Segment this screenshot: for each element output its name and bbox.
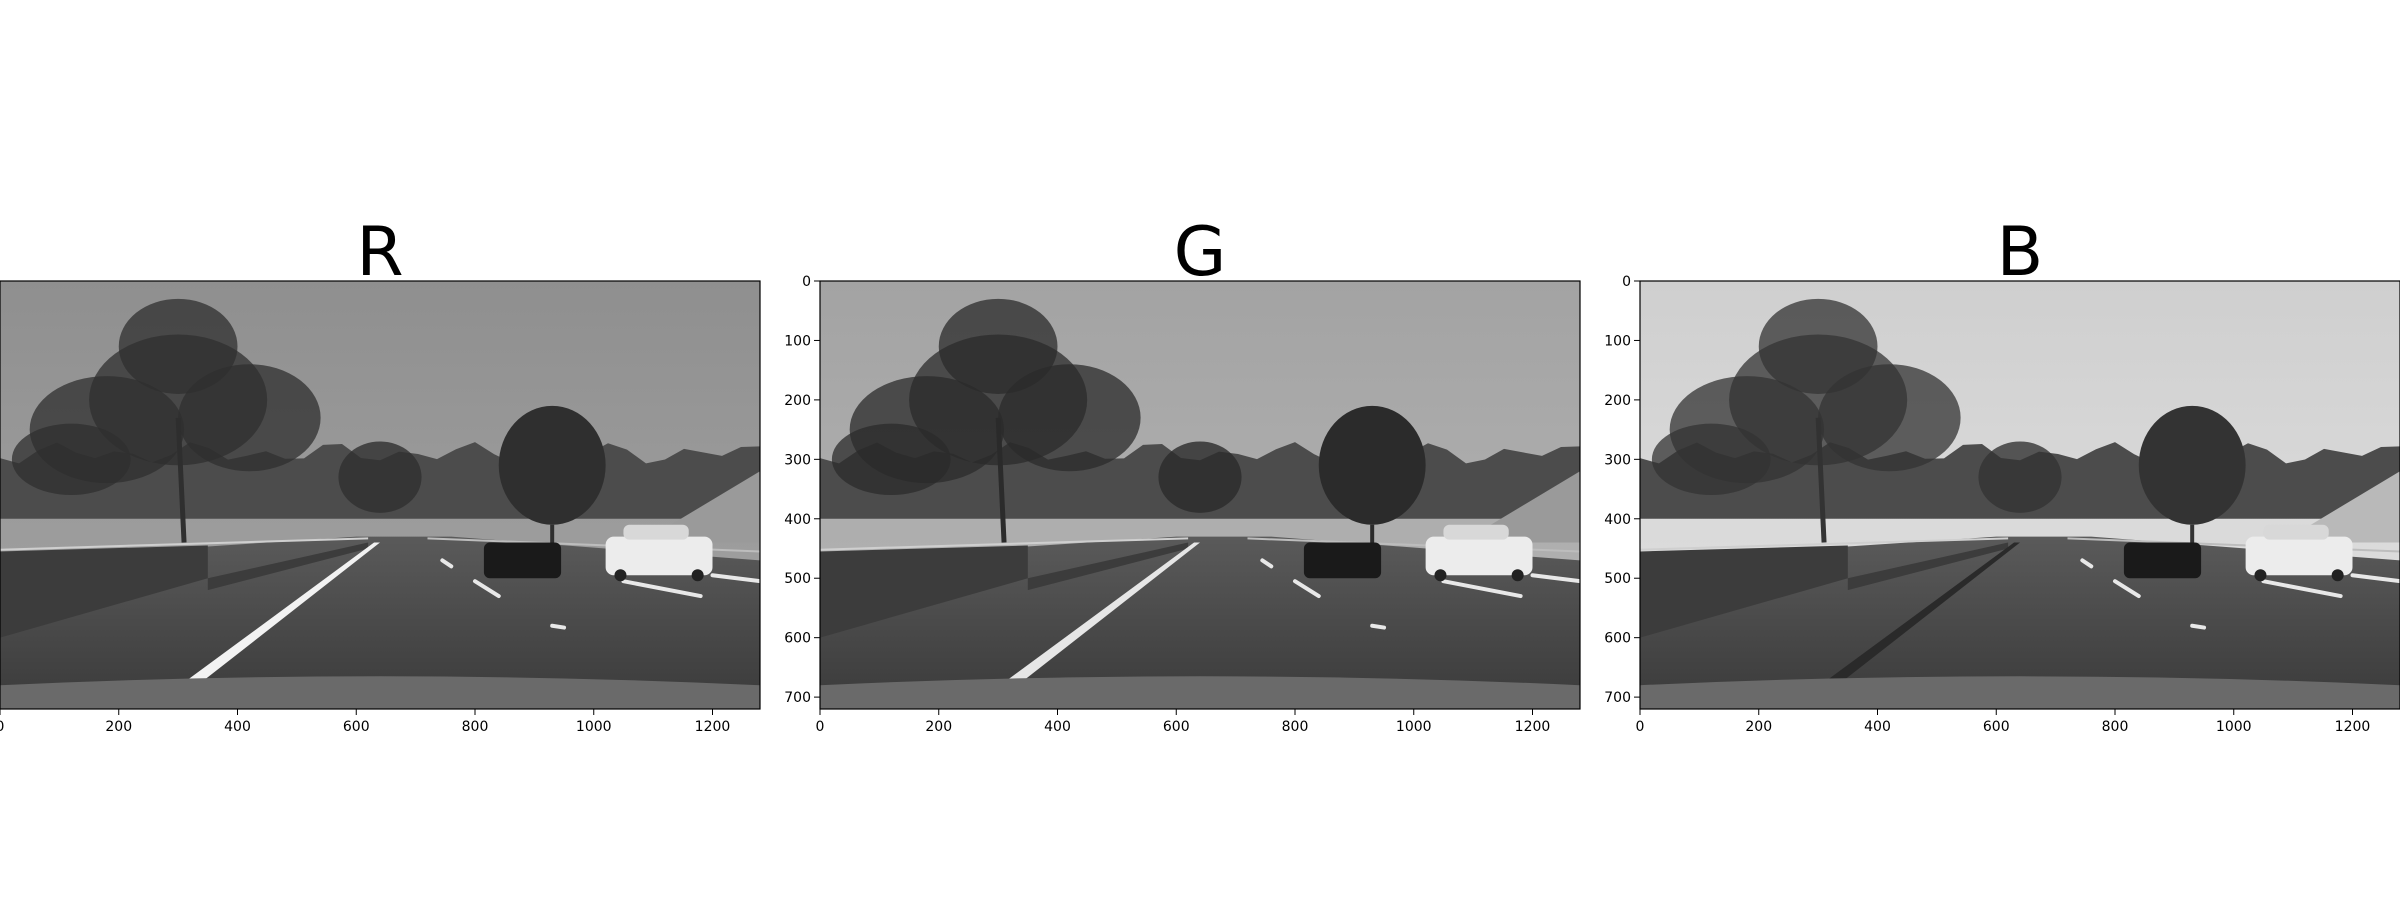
- y-tick-label: 100: [1604, 333, 1631, 349]
- y-tick-label: 300: [1604, 452, 1631, 468]
- y-tick-label: 200: [1604, 393, 1631, 409]
- wheel: [1434, 569, 1446, 581]
- y-tick-label: 400: [1604, 512, 1631, 528]
- tree-crown: [832, 424, 951, 495]
- x-tick-label: 1200: [2335, 719, 2371, 735]
- y-tick-label: 0: [802, 274, 811, 290]
- y-tick-label: 500: [1604, 571, 1631, 587]
- right-tree: [1319, 406, 1426, 525]
- lane-dash: [2192, 626, 2204, 628]
- car-hood: [820, 676, 1580, 709]
- car-hood: [1640, 676, 2400, 709]
- white-car-roof: [1443, 525, 1508, 540]
- x-tick-label: 1000: [576, 719, 612, 735]
- x-tick-label: 1200: [1515, 719, 1551, 735]
- mid-tree: [338, 442, 421, 513]
- x-tick-label: 600: [1163, 719, 1190, 735]
- x-tick-label: 400: [224, 719, 251, 735]
- y-tick-label: 300: [784, 452, 811, 468]
- car-hood: [0, 676, 760, 709]
- x-tick-label: 200: [925, 719, 952, 735]
- black-car: [1304, 543, 1381, 579]
- tree-crown: [1759, 299, 1878, 394]
- y-tick-label: 600: [784, 631, 811, 647]
- x-tick-label: 0: [0, 719, 4, 735]
- y-tick-label: 500: [784, 571, 811, 587]
- x-tick-label: 400: [1864, 719, 1891, 735]
- right-tree: [2139, 406, 2246, 525]
- x-tick-label: 600: [343, 719, 370, 735]
- black-car: [2124, 543, 2201, 579]
- panel-title: R: [356, 213, 403, 292]
- tree-crown: [119, 299, 238, 394]
- white-car-roof: [2263, 525, 2328, 540]
- x-tick-label: 600: [1983, 719, 2010, 735]
- x-tick-label: 200: [1745, 719, 1772, 735]
- wheel: [2254, 569, 2266, 581]
- y-tick-label: 600: [1604, 631, 1631, 647]
- y-tick-label: 100: [784, 333, 811, 349]
- lane-dash: [552, 626, 564, 628]
- panel-title: B: [1997, 213, 2044, 292]
- wheel: [692, 569, 704, 581]
- y-tick-label: 700: [1604, 690, 1631, 706]
- wheel: [614, 569, 626, 581]
- y-tick-label: 700: [784, 690, 811, 706]
- white-car-roof: [623, 525, 688, 540]
- y-tick-label: 400: [784, 512, 811, 528]
- road-scene-image: [1640, 281, 2400, 709]
- tree-crown: [12, 424, 131, 495]
- x-tick-label: 800: [462, 719, 489, 735]
- x-tick-label: 0: [1636, 719, 1645, 735]
- y-tick-label: 200: [784, 393, 811, 409]
- tree-crown: [939, 299, 1058, 394]
- x-tick-label: 1000: [2216, 719, 2252, 735]
- x-tick-label: 200: [105, 719, 132, 735]
- road-scene-image: [0, 281, 760, 709]
- mid-tree: [1978, 442, 2061, 513]
- x-tick-label: 400: [1044, 719, 1071, 735]
- panel-title: G: [1174, 213, 1227, 292]
- panel-g: G 0 200 400 600 800 1000 1200 0 100 200 300 400 500 60…: [784, 213, 1580, 735]
- x-tick-label: 0: [816, 719, 825, 735]
- x-tick-label: 1000: [1396, 719, 1432, 735]
- lane-dash: [1372, 626, 1384, 628]
- mid-tree: [1158, 442, 1241, 513]
- road-scene-image: [820, 281, 1580, 709]
- x-tick-label: 1200: [695, 719, 731, 735]
- black-car: [484, 543, 561, 579]
- tree-crown: [1652, 424, 1771, 495]
- x-tick-label: 800: [1282, 719, 1309, 735]
- wheel: [2332, 569, 2344, 581]
- x-tick-label: 800: [2102, 719, 2129, 735]
- panel-b: B 0 200 400 600 800 1000 1200 0 100 200 300 400 500 60…: [1604, 213, 2400, 735]
- panel-r: R020040060080010001200010020030040050060…: [0, 213, 760, 735]
- right-tree: [499, 406, 606, 525]
- wheel: [1512, 569, 1524, 581]
- y-tick-label: 0: [1622, 274, 1631, 290]
